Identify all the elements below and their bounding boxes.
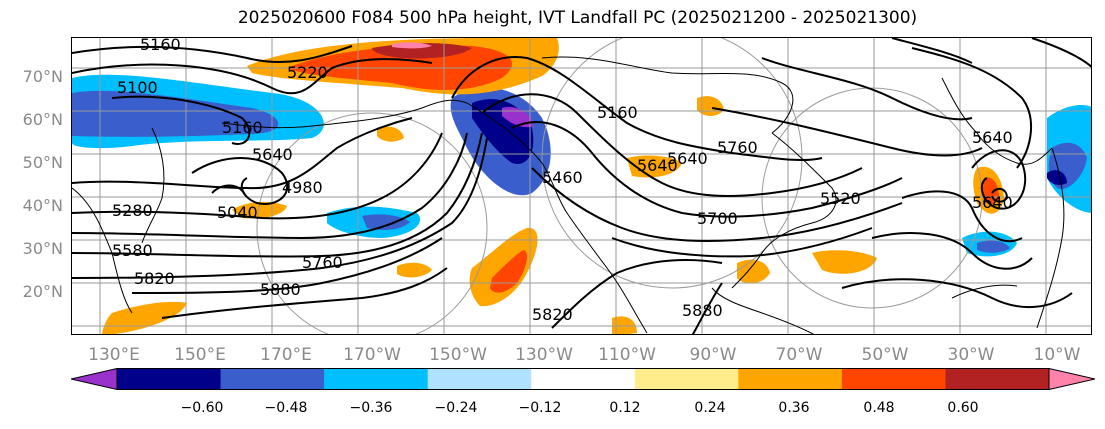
- contour-label: 5580: [112, 241, 153, 260]
- contour-label: 5640: [972, 128, 1013, 147]
- contour-label: 5820: [134, 269, 175, 288]
- lon-label-130e: 130°E: [88, 345, 140, 365]
- coastlines: [72, 56, 1065, 334]
- colorbar-tick: 0.60: [947, 400, 979, 416]
- lon-label-170e: 170°E: [260, 345, 312, 365]
- lon-label-10w: 10°W: [1033, 345, 1081, 365]
- map-panel: 5160 5220 5100 5160 5640 4980 5040 5280 …: [71, 37, 1092, 335]
- contour-label: 5220: [287, 63, 328, 82]
- height-contours: [72, 38, 1091, 334]
- colorbar-tick: −0.36: [349, 400, 393, 416]
- colorbar-segment: [324, 368, 429, 390]
- lon-label-130w: 130°W: [515, 345, 573, 365]
- contour-label: 5160: [140, 38, 181, 54]
- colorbar-tick: 0.36: [778, 400, 810, 416]
- map-title: 2025020600 F084 500 hPa height, IVT Land…: [237, 8, 918, 28]
- colorbar-tick: 0.24: [694, 400, 726, 416]
- colorbar-tick: 0.12: [609, 400, 641, 416]
- colorbar-segment: [634, 368, 739, 390]
- lon-label-90w: 90°W: [689, 345, 737, 365]
- lon-label-170w: 170°W: [343, 345, 401, 365]
- contour-label: 5880: [682, 301, 723, 320]
- colorbar-tick: 0.48: [863, 400, 895, 416]
- contour-label: 5640: [252, 145, 293, 164]
- colorbar-segment: [117, 368, 222, 390]
- contour-label: 5460: [542, 168, 583, 187]
- contour-label: 5520: [820, 189, 861, 208]
- colorbar-segments: [71, 368, 1095, 390]
- colorbar-segment: [531, 368, 636, 390]
- colorbar-tick: −0.60: [180, 400, 224, 416]
- colorbar-segment: [220, 368, 325, 390]
- contour-label: 5760: [717, 138, 758, 157]
- contour-label: 5820: [532, 305, 573, 324]
- contour-label: 5160: [222, 118, 263, 137]
- contour-label: 5640: [972, 193, 1013, 212]
- colorbar-tick: −0.24: [434, 400, 478, 416]
- colorbar-frame: [116, 368, 1050, 390]
- map-canvas: 5160 5220 5100 5160 5640 4980 5040 5280 …: [72, 38, 1091, 334]
- lon-label-150e: 150°E: [174, 345, 226, 365]
- lat-label-40n: 40°N: [22, 196, 63, 215]
- contour-label: 5040: [217, 203, 258, 222]
- lat-label-30n: 30°N: [22, 239, 63, 258]
- colorbar: [71, 368, 1095, 390]
- lon-label-30w: 30°W: [947, 345, 995, 365]
- contour-label: 5160: [597, 103, 638, 122]
- colorbar-segment: [427, 368, 532, 390]
- colorbar-extend-max: [1048, 368, 1095, 390]
- contour-label: 5760: [302, 253, 343, 272]
- contour-label: 5640: [667, 149, 708, 168]
- lon-label-70w: 70°W: [775, 345, 823, 365]
- lat-label-50n: 50°N: [22, 153, 63, 172]
- lat-label-60n: 60°N: [22, 110, 63, 129]
- contour-label: 5280: [112, 201, 153, 220]
- colorbar-tick: −0.12: [518, 400, 562, 416]
- lon-label-110w: 110°W: [598, 345, 656, 365]
- colorbar-extend-min: [71, 368, 118, 390]
- graticule: [72, 38, 1091, 334]
- contour-label: 5700: [697, 209, 738, 228]
- contour-label: 5880: [260, 280, 301, 299]
- lat-label-20n: 20°N: [22, 282, 63, 301]
- colorbar-segment: [945, 368, 1050, 390]
- lon-label-150w: 150°W: [429, 345, 487, 365]
- contour-label: 5640: [637, 156, 678, 175]
- lon-label-50w: 50°W: [861, 345, 909, 365]
- ivt-negative-shading: [72, 74, 1091, 257]
- contour-label: 5100: [117, 78, 158, 97]
- contour-label: 4980: [282, 178, 323, 197]
- colorbar-segment: [841, 368, 946, 390]
- lat-label-70n: 70°N: [22, 67, 63, 86]
- colorbar-segment: [738, 368, 843, 390]
- colorbar-tick: −0.48: [264, 400, 308, 416]
- contour-labels: 5160 5220 5100 5160 5640 4980 5040 5280 …: [112, 38, 1013, 324]
